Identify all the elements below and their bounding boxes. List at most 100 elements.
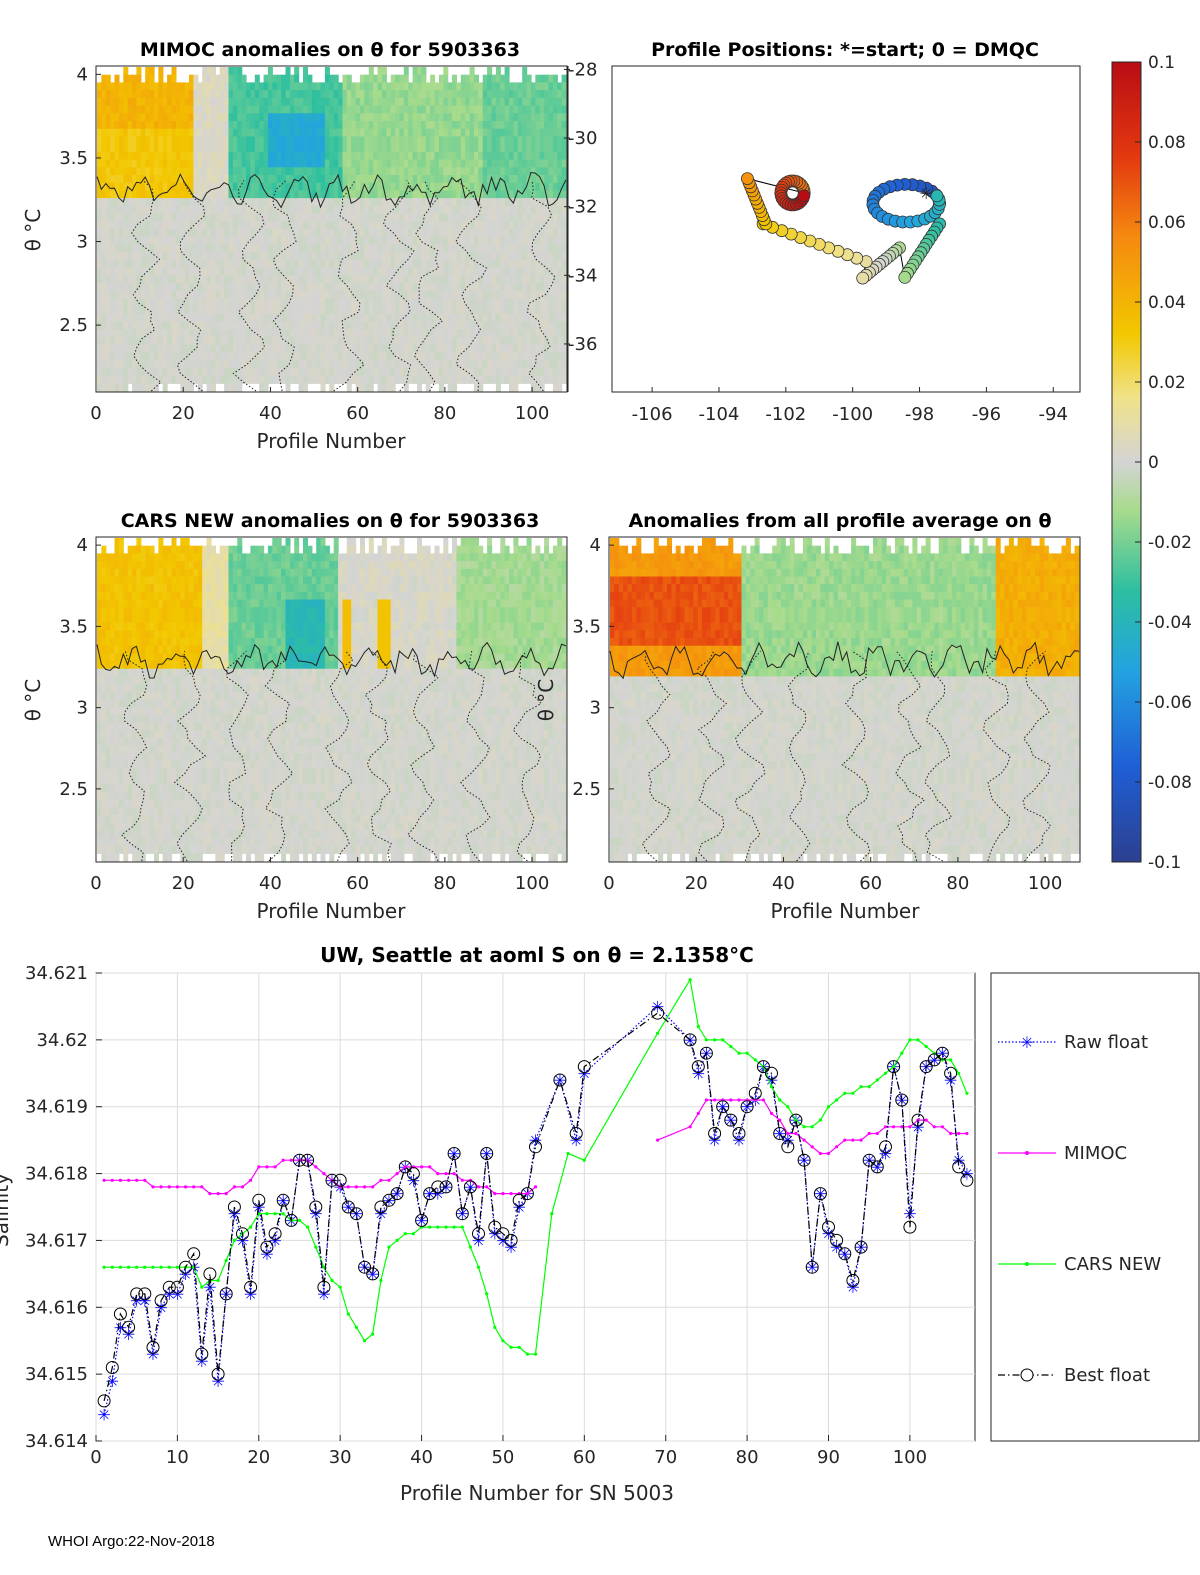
y-tick-label: 34.615 bbox=[25, 1364, 88, 1385]
colorbar-tick-label: 0.02 bbox=[1148, 373, 1186, 393]
x-tick-label: -106 bbox=[632, 404, 673, 425]
data-point: ✳ bbox=[97, 1405, 110, 1424]
y-tick-label: 3.5 bbox=[59, 616, 88, 637]
data-point bbox=[127, 1179, 130, 1182]
positions-axes-box bbox=[612, 66, 1080, 392]
data-point bbox=[510, 1192, 513, 1195]
data-point bbox=[290, 1159, 293, 1162]
data-point bbox=[925, 1119, 928, 1122]
data-point bbox=[746, 1052, 749, 1055]
data-point: ✳ bbox=[146, 1345, 159, 1364]
data-point: ✳ bbox=[211, 1372, 224, 1391]
data-point bbox=[119, 1179, 122, 1182]
data-point bbox=[111, 1179, 114, 1182]
y-tick-label: 34.614 bbox=[25, 1431, 88, 1452]
data-point bbox=[111, 1266, 114, 1269]
data-point: ✳ bbox=[708, 1131, 721, 1150]
data-point bbox=[257, 1165, 260, 1168]
x-tick-label: 40 bbox=[410, 1447, 433, 1468]
data-point bbox=[493, 1192, 496, 1195]
y-tick-label: 34.618 bbox=[25, 1164, 88, 1185]
data-point bbox=[770, 1085, 773, 1088]
data-point bbox=[233, 1185, 236, 1188]
data-point bbox=[274, 1165, 277, 1168]
data-point bbox=[135, 1266, 138, 1269]
data-point bbox=[444, 1226, 447, 1229]
data-point bbox=[168, 1266, 171, 1269]
data-point bbox=[176, 1185, 179, 1188]
salinity-ylabel: Salinity bbox=[0, 1173, 13, 1247]
data-point bbox=[461, 1226, 464, 1229]
x-tick-label: 90 bbox=[817, 1447, 840, 1468]
y-tick-label: 34.619 bbox=[25, 1097, 88, 1118]
data-point bbox=[225, 1259, 228, 1262]
data-point bbox=[396, 1239, 399, 1242]
data-point bbox=[697, 1025, 700, 1028]
data-point bbox=[379, 1279, 382, 1282]
allavg-heatmap bbox=[610, 538, 1080, 862]
data-point bbox=[192, 1185, 195, 1188]
data-point bbox=[404, 1232, 407, 1235]
x-tick-label: -104 bbox=[699, 404, 740, 425]
data-point bbox=[428, 1226, 431, 1229]
data-point bbox=[884, 1125, 887, 1128]
data-point bbox=[534, 1353, 537, 1356]
x-tick-label: 40 bbox=[259, 873, 282, 894]
data-point bbox=[949, 1132, 952, 1135]
data-point bbox=[282, 1212, 285, 1215]
x-tick-label: 0 bbox=[603, 873, 614, 894]
data-point bbox=[127, 1266, 130, 1269]
y-tick-label: 3 bbox=[77, 232, 88, 253]
colorbar-tick-label: 0.08 bbox=[1148, 133, 1186, 153]
x-tick-label: -100 bbox=[832, 404, 873, 425]
x-tick-label: 80 bbox=[433, 873, 456, 894]
data-point bbox=[957, 1072, 960, 1075]
data-point: ✳ bbox=[195, 1352, 208, 1371]
data-point bbox=[656, 1032, 659, 1035]
data-point bbox=[265, 1165, 268, 1168]
data-point bbox=[908, 1038, 911, 1041]
data-point bbox=[965, 1092, 968, 1095]
data-point bbox=[200, 1185, 203, 1188]
profile-position bbox=[798, 190, 810, 202]
y-tick-label: 2.5 bbox=[59, 315, 88, 336]
data-point bbox=[770, 1112, 773, 1115]
legend-label: CARS NEW bbox=[1064, 1254, 1161, 1275]
legend-entry: ✳ Raw float bbox=[998, 1032, 1148, 1053]
data-point bbox=[436, 1226, 439, 1229]
footer-stamp: WHOI Argo:22-Nov-2018 bbox=[48, 1533, 215, 1550]
data-point bbox=[241, 1185, 244, 1188]
data-point bbox=[957, 1132, 960, 1135]
data-point bbox=[282, 1159, 285, 1162]
data-point bbox=[721, 1038, 724, 1041]
data-point bbox=[371, 1332, 374, 1335]
data-point bbox=[217, 1192, 220, 1195]
positions-title: Profile Positions: *=start; 0 = DMQC bbox=[651, 39, 1039, 61]
x-tick-label: 70 bbox=[654, 1447, 677, 1468]
y-tick-label: 34.62 bbox=[36, 1030, 88, 1051]
data-point bbox=[265, 1212, 268, 1215]
legend-label: MIMOC bbox=[1064, 1143, 1127, 1164]
data-point bbox=[965, 1132, 968, 1135]
legend-label: Best float bbox=[1064, 1365, 1150, 1386]
data-point bbox=[453, 1226, 456, 1229]
y-tick-label: 2.5 bbox=[59, 779, 88, 800]
figure: MIMOC anomalies on θ for 5903363 0 20 40 60… bbox=[0, 0, 1200, 1575]
cars-heatmap bbox=[97, 538, 567, 862]
data-point bbox=[103, 1266, 106, 1269]
data-point bbox=[713, 1098, 716, 1101]
data-point bbox=[778, 1098, 781, 1101]
data-point bbox=[355, 1185, 358, 1188]
data-point bbox=[843, 1139, 846, 1142]
data-point bbox=[298, 1219, 301, 1222]
data-point bbox=[274, 1212, 277, 1215]
legend-label: Raw float bbox=[1064, 1032, 1148, 1053]
data-point bbox=[453, 1172, 456, 1175]
data-point bbox=[485, 1292, 488, 1295]
y-tick-label: 4 bbox=[77, 535, 88, 556]
colorbar-tick-label: -0.04 bbox=[1148, 613, 1192, 633]
y-tick-label: -34 bbox=[568, 265, 597, 286]
data-point bbox=[217, 1279, 220, 1282]
colorbar-tick-label: 0.06 bbox=[1148, 213, 1186, 233]
x-tick-label: 0 bbox=[90, 1447, 101, 1468]
